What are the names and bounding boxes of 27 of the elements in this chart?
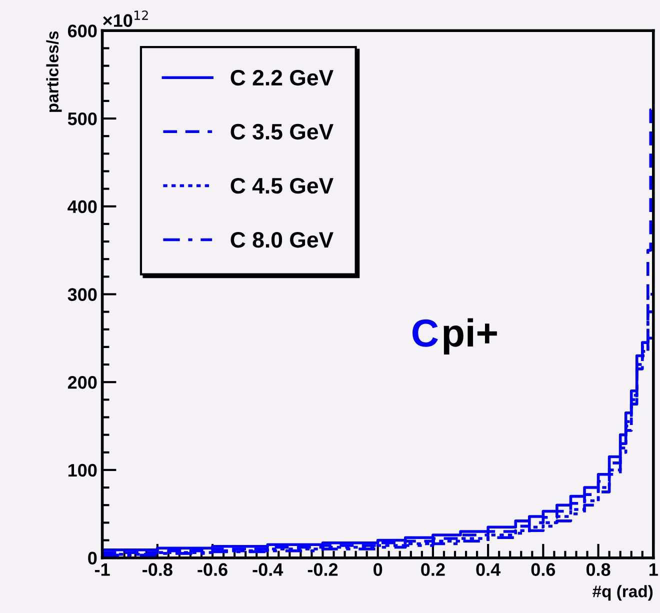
legend-label: C 2.2 GeV (230, 70, 334, 86)
x-axis-title: #q (rad) (592, 585, 653, 601)
x-tick-label: -0.4 (252, 563, 284, 576)
text: ×10$^{12}$ (103, 10, 148, 27)
x-tick-label: -1 (94, 563, 110, 576)
x-tick-label: 0.6 (531, 563, 556, 576)
x-tick-label: 0.4 (476, 563, 501, 576)
y-tick-label: 0 (88, 552, 97, 565)
annotation: pi+ (444, 318, 497, 355)
x-tick-label: 0 (374, 563, 382, 576)
y-axis-title: particles/s (46, 31, 62, 112)
y-tick-label: 300 (68, 288, 97, 301)
y-tick-label: 600 (68, 24, 97, 38)
legend-label: C 8.0 GeV (230, 232, 334, 248)
y-tick-label: 400 (68, 200, 97, 214)
y-tick-label: 500 (68, 112, 97, 126)
x-tick-label: 1 (650, 563, 658, 576)
x-tick-label: 0.2 (421, 563, 445, 576)
annotation: C (412, 319, 438, 347)
y-tick-label: 200 (68, 376, 97, 389)
y-tick-label: 100 (68, 464, 97, 477)
legend-label: C 3.5 GeV (230, 124, 334, 140)
x-tick-label: -0.6 (198, 563, 228, 576)
x-tick-label: -0.8 (142, 563, 172, 576)
x-tick-label: 0.8 (586, 563, 610, 576)
legend-label: C 4.5 GeV (230, 178, 334, 194)
x-tick-label: -0.2 (308, 563, 338, 576)
